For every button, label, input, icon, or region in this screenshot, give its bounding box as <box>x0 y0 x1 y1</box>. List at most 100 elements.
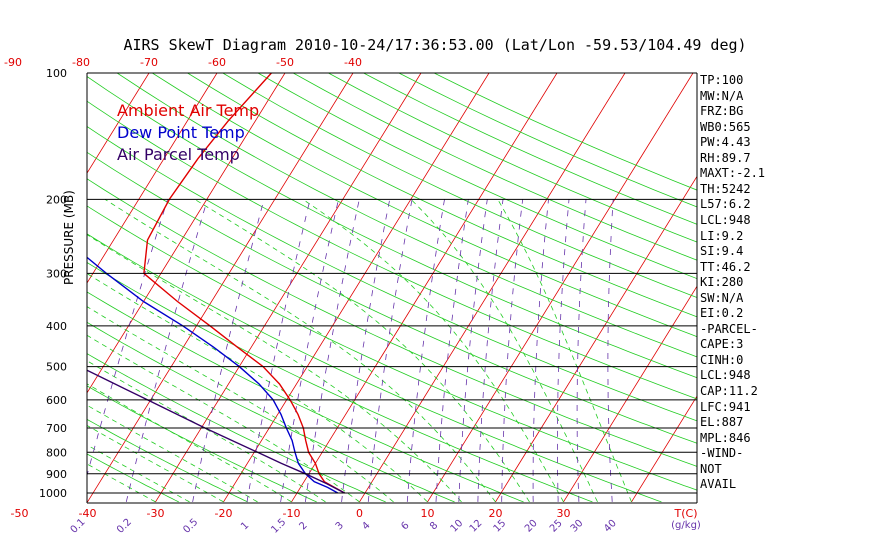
stat-item: LFC:941 <box>700 399 751 414</box>
temp-units-label: T(C) <box>674 507 698 520</box>
stat-item: CAP:11.2 <box>700 384 758 398</box>
moist-adiabat <box>104 199 496 503</box>
mixing-ratio-line <box>501 199 524 502</box>
stat-item: LCL:948 <box>700 212 751 227</box>
moist-adiabat <box>410 199 598 503</box>
grid-layer <box>0 73 870 503</box>
stat-item: EL:887 <box>700 415 744 430</box>
mixing-ratio-tick-label: 20 <box>523 518 540 535</box>
stat-item: WB0:565 <box>700 119 751 134</box>
mixing-ratio-tick-label: 8 <box>428 520 440 532</box>
isotherm-line <box>563 285 697 503</box>
stat-item: TH:5242 <box>700 181 751 196</box>
pressure-tick-label: 500 <box>46 361 67 374</box>
temp-tick-label: 10 <box>420 507 434 520</box>
mixing-ratio-line <box>532 199 549 502</box>
mixing-ratio-tick-label: 15 <box>492 518 509 535</box>
temp-top-tick-label: -90 <box>4 56 22 69</box>
dry-adiabat <box>328 73 697 243</box>
mixing-ratio-line <box>435 199 469 502</box>
dry-adiabat <box>87 321 455 503</box>
legend-ambient-temp: Ambient Air Temp <box>117 101 259 120</box>
isotherm-line <box>495 175 697 503</box>
stat-item: PW:4.43 <box>700 135 751 150</box>
dry-adiabat <box>293 73 697 261</box>
stat-item: TP:100 <box>700 73 744 87</box>
dry-adiabat <box>222 73 697 298</box>
mixing-ratio-line <box>607 199 614 502</box>
mixing-ratio-line <box>458 199 488 502</box>
isotherm-line <box>87 73 218 284</box>
stat-item: LI:9.2 <box>700 228 744 243</box>
moist-adiabat <box>302 199 564 503</box>
pressure-tick-label: 900 <box>46 468 67 481</box>
dry-adiabat <box>363 73 697 225</box>
stat-item: NOT <box>700 461 722 476</box>
mixing-ratio-tick-label: 6 <box>399 520 411 532</box>
stat-item: -WIND- <box>700 446 744 461</box>
series-line <box>143 73 345 494</box>
temp-tick-label: 0 <box>356 507 363 520</box>
stat-item: SI:9.4 <box>700 244 744 259</box>
isotherm-line <box>767 73 870 502</box>
chart-title: AIRS SkewT Diagram 2010-10-24/17:36:53.0… <box>123 36 747 54</box>
legend-parcel-temp: Air Parcel Temp <box>117 145 240 164</box>
stat-item: CINH:0 <box>700 352 744 367</box>
mixing-ratio-tick-label: 1 <box>239 520 251 532</box>
stat-item: -PARCEL- <box>700 321 758 336</box>
moist-adiabat <box>87 334 360 503</box>
mixing-ratio-tick-label: 25 <box>548 518 565 535</box>
isotherm-line <box>87 73 286 394</box>
stat-item: EI:0.2 <box>700 306 744 321</box>
temp-tick-label: 30 <box>556 507 570 520</box>
pressure-tick-label: 400 <box>46 320 67 333</box>
mixing-ratio-line <box>557 199 570 502</box>
pressure-tick-label: 700 <box>46 422 67 435</box>
temp-top-tick-label: -40 <box>344 56 362 69</box>
stat-item: AVAIL <box>700 477 737 492</box>
pressure-tick-label: 200 <box>46 193 67 206</box>
stat-item: CAPE:3 <box>700 337 744 352</box>
dry-adiabat <box>257 73 697 280</box>
temp-tick-label: -50 <box>11 507 29 520</box>
mixing-ratio-line <box>125 199 208 502</box>
dry-adiabat <box>87 291 524 503</box>
moist-adiabat <box>194 199 530 503</box>
dry-adiabat <box>152 73 697 338</box>
mixing-ratio-line <box>406 199 445 502</box>
mixing-ratio-line <box>367 199 413 502</box>
y-axis-label: PRESSURE (MB) <box>62 190 76 285</box>
stat-item: KI:280 <box>700 275 744 290</box>
legend-ambient-label: Ambient Air Temp <box>117 101 260 120</box>
dry-adiabat <box>87 205 697 491</box>
pressure-tick-label: 100 <box>46 67 67 80</box>
stat-item: SW:N/A <box>700 290 744 305</box>
dry-adiabat <box>87 126 697 422</box>
dry-adiabat <box>433 73 697 191</box>
mixing-ratio-tick-label: 30 <box>569 518 586 535</box>
temp-top-tick-label: -70 <box>140 56 158 69</box>
mixing-ratio-tick-label: 12 <box>468 518 485 535</box>
dry-adiabat <box>87 453 179 503</box>
temp-top-tick-label: -50 <box>276 56 294 69</box>
mixing-ratio-units-label: (g/kg) <box>671 520 701 531</box>
mixing-ratio-line <box>246 199 311 502</box>
dry-adiabat <box>87 262 593 503</box>
dry-adiabat <box>187 73 697 318</box>
isotherm-line <box>427 73 694 503</box>
dry-adiabat <box>116 73 697 358</box>
temp-top-tick-label: -80 <box>72 56 90 69</box>
stat-item: MW:N/A <box>700 88 744 103</box>
isotherm-line <box>87 73 150 174</box>
mixing-ratio-line <box>87 199 168 477</box>
mixing-ratio-tick-label: 0.2 <box>115 517 134 536</box>
mixing-ratio-tick-label: 4 <box>360 520 372 532</box>
isotherm-line <box>359 73 626 503</box>
mixing-ratio-line <box>192 199 265 502</box>
pressure-tick-label: 1000 <box>39 487 67 500</box>
isotherm-line <box>155 73 422 503</box>
isotherm-line <box>0 73 13 502</box>
stat-item: RH:89.7 <box>700 150 751 165</box>
stat-item: FRZ:BG <box>700 104 744 119</box>
